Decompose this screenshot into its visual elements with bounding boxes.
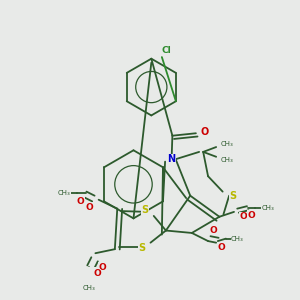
Text: O: O	[201, 127, 209, 136]
Text: CH₃: CH₃	[262, 205, 275, 211]
Text: O: O	[77, 197, 85, 206]
Text: CH₃: CH₃	[220, 141, 233, 147]
Text: O: O	[217, 243, 225, 252]
Text: O: O	[99, 262, 106, 272]
Text: S: S	[141, 205, 148, 215]
Text: CH₃: CH₃	[57, 190, 70, 196]
Text: CH₃: CH₃	[220, 157, 233, 163]
Text: S: S	[138, 243, 145, 254]
Text: CH₃: CH₃	[231, 236, 244, 242]
Text: O: O	[85, 202, 93, 211]
Text: CH₃: CH₃	[82, 285, 95, 291]
Text: O: O	[248, 211, 256, 220]
Text: Cl: Cl	[161, 46, 171, 55]
Text: O: O	[209, 226, 217, 235]
Text: S: S	[230, 191, 237, 201]
Text: N: N	[167, 154, 175, 164]
Text: O: O	[240, 212, 248, 221]
Text: O: O	[93, 269, 101, 278]
